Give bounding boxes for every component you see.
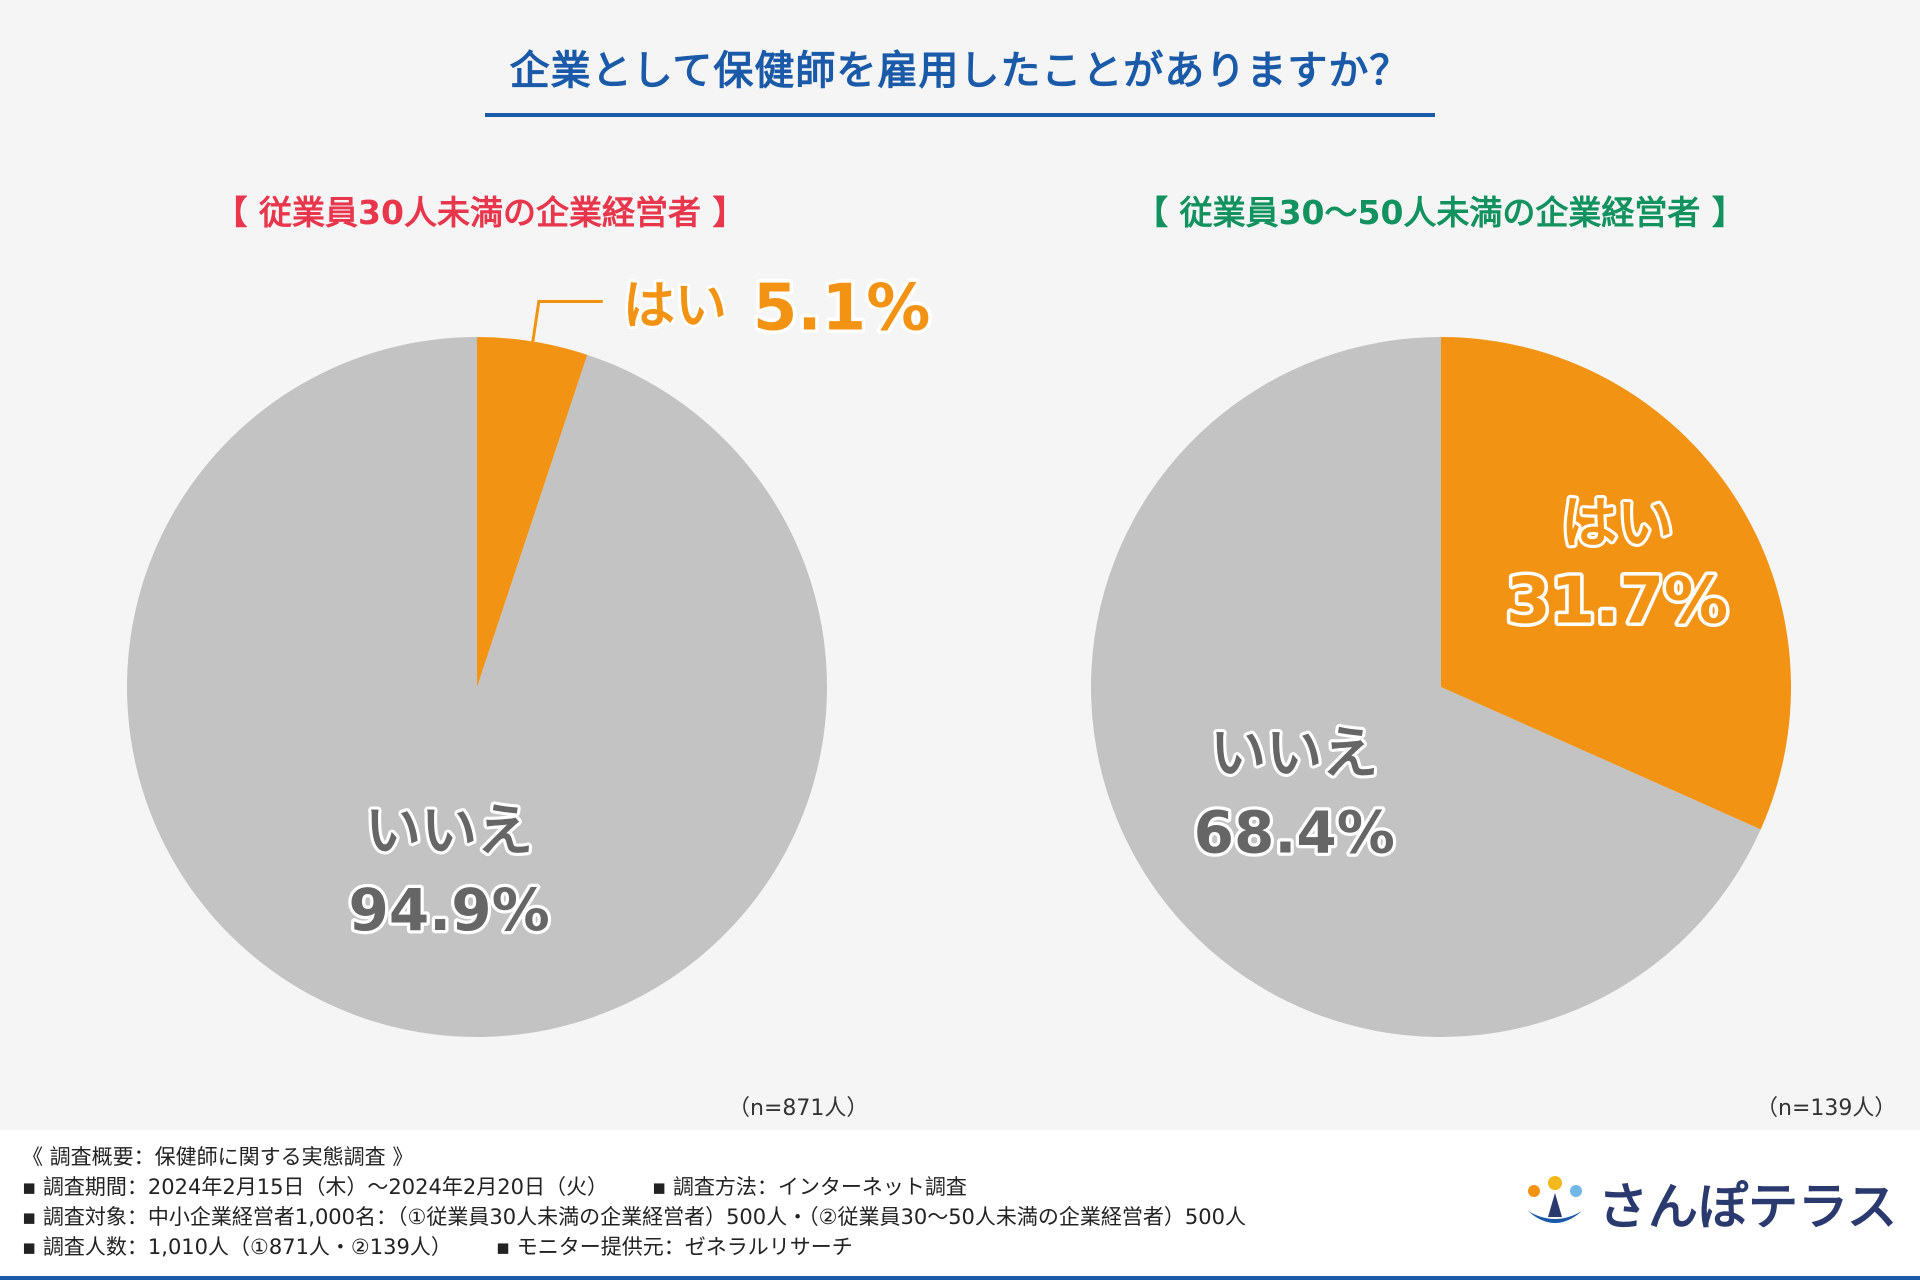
survey-footer <box>0 1130 1920 1280</box>
survey-count: ▪ 調査人数：1,010人（①871人・②139人） <box>22 1235 452 1259</box>
survey-notes: 《 調査概要：保健師に関する実態調査 》 ▪ 調査期間：2024年2月15日（木… <box>22 1142 1246 1262</box>
survey-count-line: ▪ 調査人数：1,010人（①871人・②139人） ▪ モニター提供元：ゼネラル… <box>22 1232 1246 1262</box>
left-pie-slice-yes <box>477 337 588 687</box>
logo-mark-icon <box>1528 1176 1582 1223</box>
right-pie-slice-no <box>1091 337 1761 1038</box>
left-chart-title: 【 従業員30人未満の企業経営者 】 <box>214 193 746 232</box>
survey-period-line: ▪ 調査期間：2024年2月15日（木）～2024年2月20日（火） ▪ 調査方法… <box>22 1172 1246 1202</box>
survey-method: ▪ 調査方法：インターネット調査 <box>651 1175 967 1199</box>
left-pie-slice-no <box>127 337 828 1037</box>
title-underline <box>485 113 1435 117</box>
left-sample-size: （n=871人） <box>728 1096 869 1121</box>
right-label-no: いいえ <box>1210 721 1378 786</box>
left-label-yes: はい <box>623 276 727 336</box>
right-value-yes: 31.7% <box>1506 565 1728 639</box>
survey-period: ▪ 調査期間：2024年2月15日（木）～2024年2月20日（火） <box>22 1175 608 1199</box>
left-value-no: 94.9% <box>348 876 549 944</box>
right-label-yes: はい <box>1561 492 1673 557</box>
page-title: 企業として保健師を雇用したことがありますか？ <box>509 48 1411 94</box>
survey-overview: 《 調査概要：保健師に関する実態調査 》 <box>22 1145 414 1169</box>
pie-charts: いいえ 94.9% はい 5.1% いいえ 68.4% はい 31.7% <box>127 271 1792 1038</box>
right-chart-title: 【 従業員30～50人未満の企業経営者 】 <box>1135 193 1745 232</box>
brand-logo: さんぽテラス <box>1520 1168 1900 1238</box>
right-value-no: 68.4% <box>1194 798 1395 866</box>
left-label-no: いいえ <box>365 799 533 864</box>
logo-text: さんぽテラス <box>1598 1178 1897 1236</box>
survey-target: ▪ 調査対象：中小企業経営者1,000名：（①従業員30人未満の企業経営者）50… <box>22 1205 1247 1229</box>
right-pie-slice-yes <box>1441 337 1792 830</box>
left-leader-line <box>531 299 603 342</box>
footer-rule <box>0 1276 1920 1280</box>
right-sample-size: （n=139人） <box>1756 1096 1897 1121</box>
left-value-yes: 5.1% <box>753 271 931 345</box>
survey-provider: ▪ モニター提供元：ゼネラルリサーチ <box>495 1235 853 1259</box>
